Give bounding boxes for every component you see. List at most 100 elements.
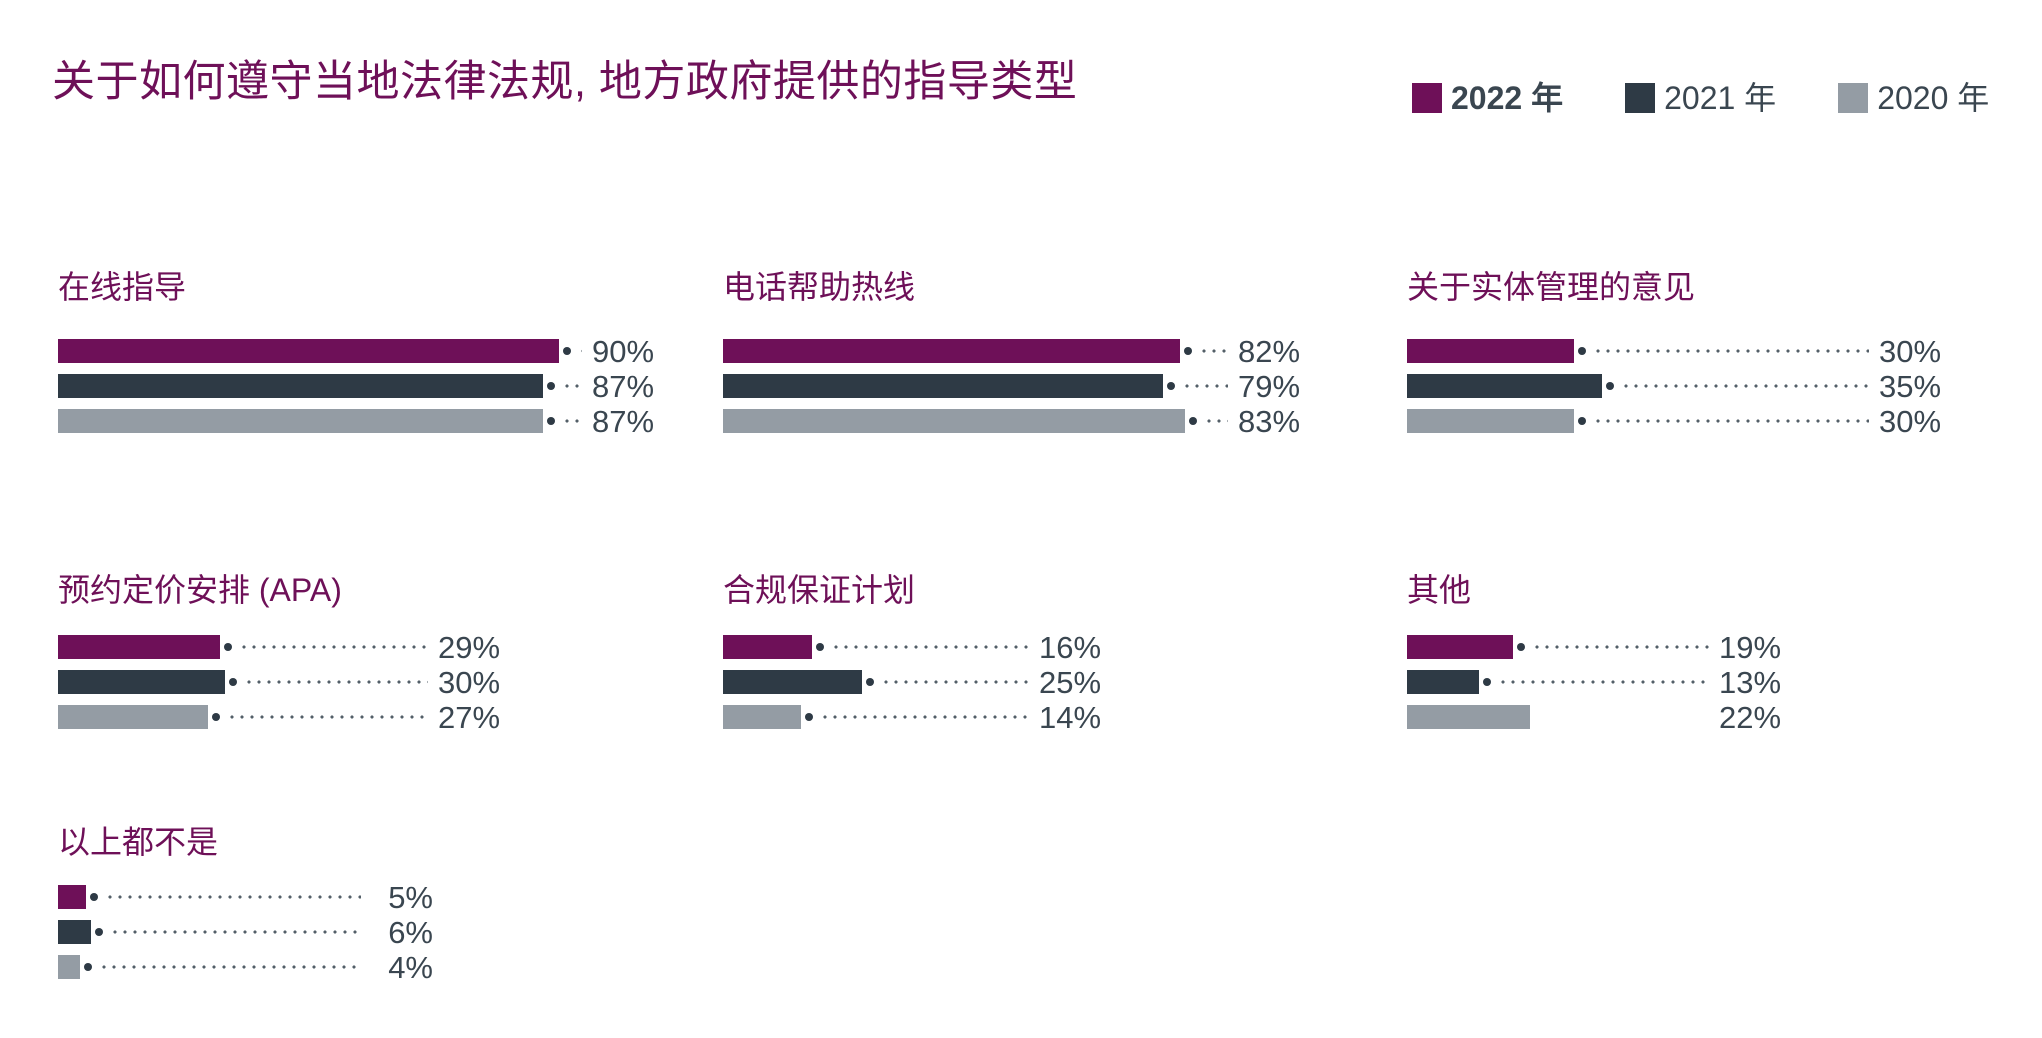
bar-row: 13% xyxy=(1407,667,1781,698)
bar-2021 xyxy=(58,670,226,694)
bar-row: 5% xyxy=(58,882,433,913)
panel-title: 电话帮助热线 xyxy=(723,269,916,305)
bar-2022 xyxy=(1407,635,1513,659)
bar-2020 xyxy=(58,705,209,729)
bar-row: 29% xyxy=(58,632,500,663)
leader-line xyxy=(1593,349,1869,353)
bar-end-dot xyxy=(1189,417,1198,425)
bar-2021 xyxy=(723,374,1163,398)
leader-line xyxy=(99,965,361,969)
value-label: 25% xyxy=(1039,664,1102,700)
bar-end-dot xyxy=(95,928,104,936)
value-label: 16% xyxy=(1039,629,1102,665)
leader-line xyxy=(1621,384,1869,388)
panel-title: 预约定价安排 (APA) xyxy=(58,572,342,608)
bar-2020 xyxy=(1407,409,1575,433)
leader-line xyxy=(1204,419,1228,423)
leader-line xyxy=(561,419,582,423)
value-label: 4% xyxy=(388,949,433,985)
bar-end-dot xyxy=(1483,678,1492,686)
value-label: 13% xyxy=(1719,664,1782,700)
bar-end-dot xyxy=(1183,347,1192,355)
bar-row: 27% xyxy=(58,702,500,733)
bar-end-dot xyxy=(1578,347,1587,355)
bar-end-dot xyxy=(866,678,875,686)
bar-2021 xyxy=(58,374,543,398)
bar-row: 82% xyxy=(723,336,1300,367)
bar-2020 xyxy=(1407,705,1530,729)
panel-title: 关于实体管理的意见 xyxy=(1407,269,1696,305)
leader-line xyxy=(244,680,428,684)
bar-end-dot xyxy=(1578,417,1587,425)
bar-2020 xyxy=(58,409,543,433)
bar-row: 30% xyxy=(58,667,500,698)
leader-line xyxy=(1182,384,1228,388)
chart-title: 关于如何遵守当地法律法规, 地方政府提供的指导类型 xyxy=(52,58,1078,106)
bar-row: 30% xyxy=(1407,406,1941,437)
legend-swatch xyxy=(1412,83,1442,113)
bar-row: 79% xyxy=(723,371,1300,402)
bar-end-dot xyxy=(223,643,232,651)
legend-item-2020: 2020 年 xyxy=(1838,82,1989,114)
bar-2021 xyxy=(1407,374,1602,398)
bar-row: 90% xyxy=(58,336,654,367)
legend-label: 2022 年 xyxy=(1451,80,1564,116)
value-label: 22% xyxy=(1719,699,1782,735)
bar-end-dot xyxy=(212,713,221,721)
bar-end-dot xyxy=(563,347,572,355)
bar-2021 xyxy=(1407,670,1480,694)
bar-2022 xyxy=(58,339,560,363)
bar-row: 30% xyxy=(1407,336,1941,367)
legend-item-2022: 2022 年 xyxy=(1412,82,1563,114)
value-label: 35% xyxy=(1879,368,1942,404)
panel-bars: 30% 35% 30% xyxy=(1407,336,1942,437)
value-label: 79% xyxy=(1238,368,1301,404)
bar-2022 xyxy=(1407,339,1575,363)
value-label: 87% xyxy=(592,368,655,404)
leader-line xyxy=(1531,645,1709,649)
value-label: 29% xyxy=(438,629,501,665)
bar-end-dot xyxy=(1606,382,1614,390)
legend-item-2021: 2021 年 xyxy=(1625,82,1776,114)
legend-swatch xyxy=(1838,83,1869,113)
bar-row: 14% xyxy=(723,702,1101,733)
bar-row: 87% xyxy=(58,406,654,437)
value-label: 30% xyxy=(1879,403,1942,439)
bar-row: 6% xyxy=(58,917,433,948)
bar-2020 xyxy=(723,705,801,729)
bar-2022 xyxy=(58,635,220,659)
leader-line xyxy=(881,680,1029,684)
value-label: 90% xyxy=(592,333,655,369)
bar-row: 4% xyxy=(58,952,433,983)
legend-label: 2021 年 xyxy=(1664,80,1777,116)
bar-2021 xyxy=(723,670,863,694)
bar-end-dot xyxy=(816,643,825,651)
leader-line xyxy=(110,930,361,934)
bar-row: 87% xyxy=(58,371,654,402)
bar-end-dot xyxy=(805,713,813,721)
leader-line xyxy=(820,715,1029,719)
legend: 2022 年 2021 年 2020 年 xyxy=(1412,82,1989,114)
bar-2022 xyxy=(723,635,813,659)
bar-2021 xyxy=(58,920,92,944)
leader-line xyxy=(104,895,361,899)
value-label: 27% xyxy=(438,699,501,735)
value-label: 87% xyxy=(592,403,655,439)
bar-end-dot xyxy=(546,382,555,390)
value-label: 30% xyxy=(438,664,501,700)
panel-bars: 90% 87% 87% xyxy=(58,336,654,437)
leader-line xyxy=(831,645,1029,649)
bar-2020 xyxy=(58,955,81,979)
leader-line xyxy=(1498,680,1709,684)
value-label: 6% xyxy=(388,914,433,950)
bar-2020 xyxy=(723,409,1186,433)
bar-row: 16% xyxy=(723,632,1101,663)
bar-row: 83% xyxy=(723,406,1300,437)
bar-end-dot xyxy=(84,963,93,971)
bar-2022 xyxy=(723,339,1180,363)
bar-end-dot xyxy=(1516,643,1525,651)
bar-end-dot xyxy=(1167,382,1175,390)
value-label: 14% xyxy=(1039,699,1102,735)
leader-line xyxy=(561,384,582,388)
